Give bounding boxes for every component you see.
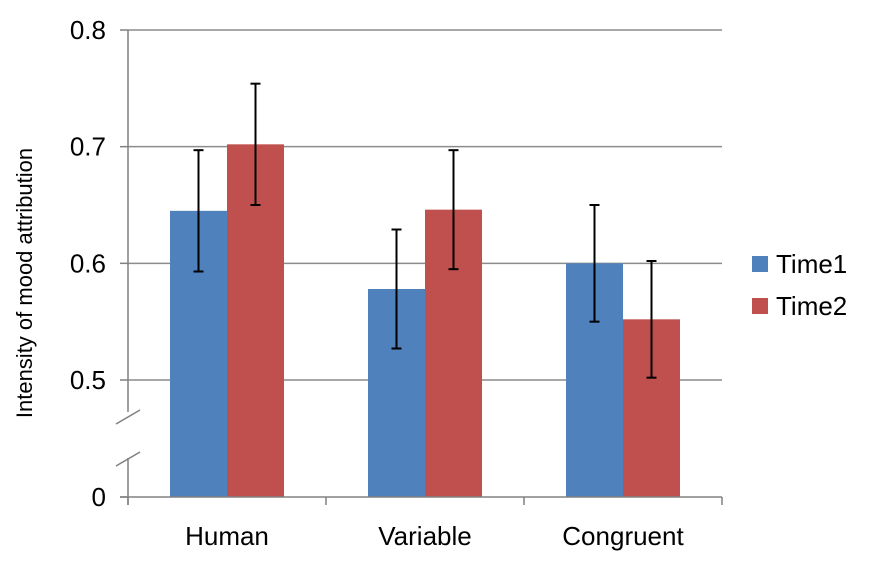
axis-break-slash — [115, 451, 141, 467]
y-axis-title: Intensity of mood attribution — [12, 148, 37, 418]
axes — [115, 30, 723, 505]
legend-label-time2: Time2 — [776, 291, 847, 321]
y-tick-label: 0.8 — [70, 15, 106, 45]
legend: Time1 Time2 — [752, 249, 847, 321]
legend-swatch-time2 — [752, 298, 768, 314]
y-tick-label: 0.6 — [70, 248, 106, 278]
y-tick-label: 0.7 — [70, 132, 106, 162]
x-category-labels: Human Variable Congruent — [185, 521, 684, 551]
legend-swatch-time1 — [752, 256, 768, 272]
x-category-label: Congruent — [562, 521, 684, 551]
legend-label-time1: Time1 — [776, 249, 847, 279]
axis-break-slash — [115, 409, 141, 425]
error-bars — [193, 82, 657, 379]
axis-break-icon — [115, 409, 141, 467]
x-category-label: Human — [185, 521, 269, 551]
y-tick-label-zero: 0 — [92, 482, 106, 512]
bars — [170, 144, 680, 498]
y-tick-labels: 0.8 0.7 0.6 0.5 — [70, 15, 106, 395]
x-category-label: Variable — [378, 521, 471, 551]
y-tick-label: 0.5 — [70, 365, 106, 395]
